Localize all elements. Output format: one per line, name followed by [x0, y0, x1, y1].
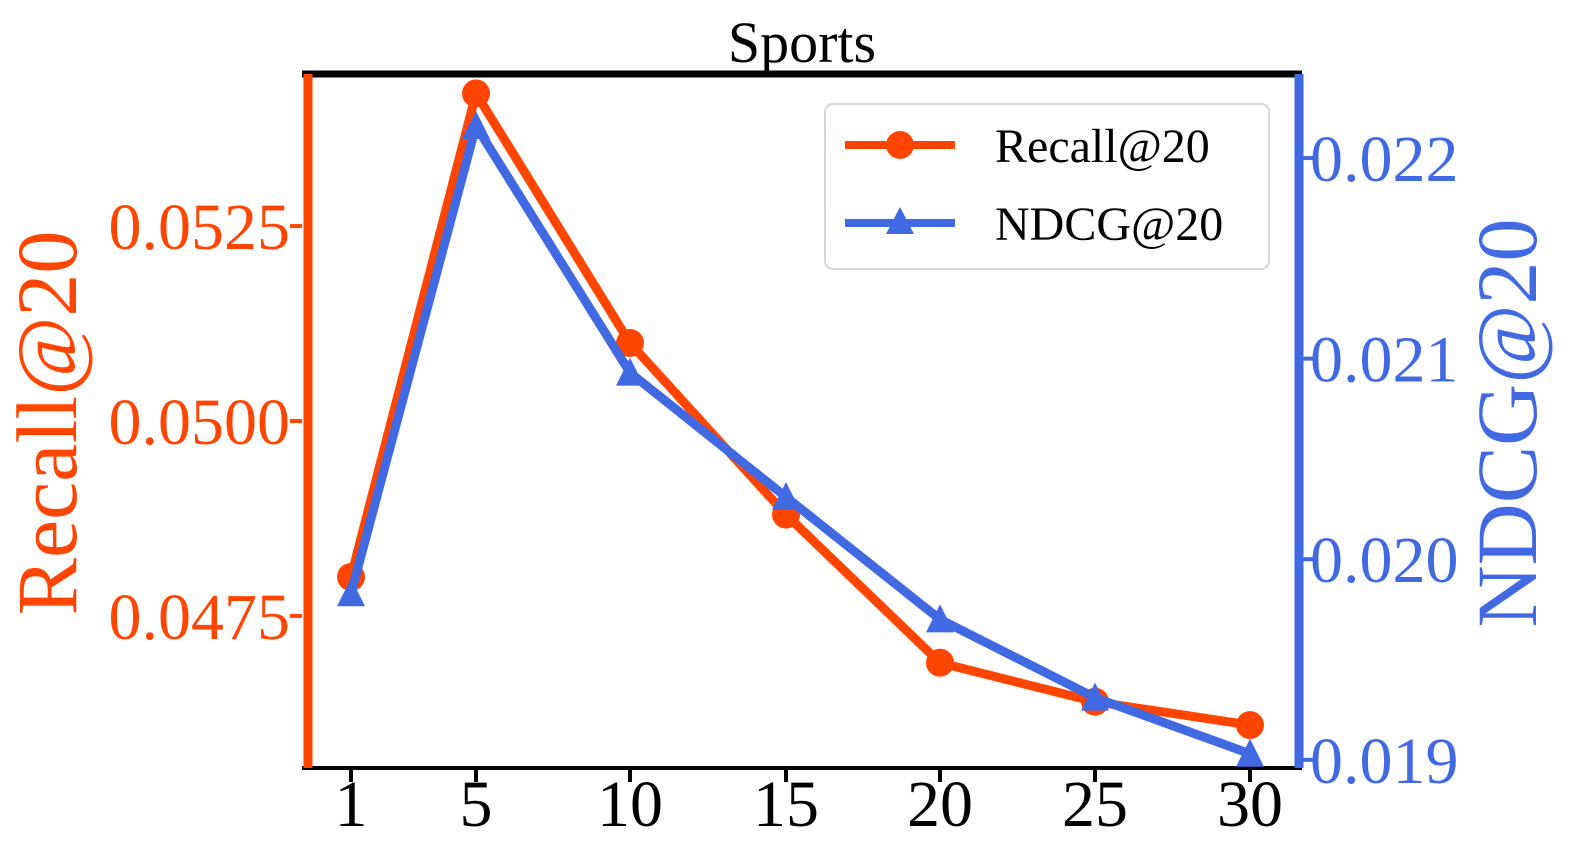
legend-label-ndcg: NDCG@20: [995, 198, 1223, 251]
legend-marker-recall: [886, 131, 914, 159]
point-ndcg-20-x15: [772, 482, 800, 511]
point-ndcg-20-x5: [462, 110, 490, 139]
right-axis-title: NDCG@20: [1459, 219, 1555, 628]
x-tick-label: 30: [1217, 768, 1283, 841]
left-axis-title: Recall@20: [0, 231, 95, 616]
point-ndcg-20-x1: [337, 578, 365, 607]
series-layer: [337, 79, 1264, 767]
right-tick-label: 0.022: [1310, 123, 1459, 196]
legend-marker-ndcg: [886, 207, 914, 234]
right-tick-label: 0.020: [1310, 524, 1459, 597]
x-tick-label: 10: [597, 768, 663, 841]
point-ndcg-20-x25: [1081, 682, 1109, 711]
x-tick-label: 5: [460, 768, 493, 841]
x-tick-label: 25: [1062, 768, 1128, 841]
x-axis: 1 5 10 15 20 25 30: [335, 768, 1283, 841]
legend-label-recall: Recall@20: [995, 120, 1210, 173]
x-tick-label: 1: [335, 768, 368, 841]
left-tick-label: 0.0500: [109, 386, 291, 459]
x-tick-label: 20: [907, 768, 973, 841]
point-ndcg-20-x30: [1236, 738, 1264, 767]
right-y-axis: 0.019 0.020 0.021 0.022: [1302, 123, 1459, 798]
point-recall-20-x10: [616, 329, 644, 358]
left-tick-label: 0.0525: [109, 191, 291, 264]
right-tick-label: 0.021: [1310, 324, 1459, 397]
left-tick-label: 0.0475: [109, 581, 291, 654]
point-ndcg-20-x10: [616, 357, 644, 386]
point-ndcg-20-x20: [926, 604, 954, 633]
point-recall-20-x30: [1236, 711, 1264, 740]
point-recall-20-x20: [926, 648, 954, 677]
right-tick-label: 0.019: [1310, 725, 1459, 798]
x-tick-label: 15: [753, 768, 819, 841]
point-recall-20-x5: [462, 79, 490, 108]
legend: Recall@20 NDCG@20: [824, 103, 1270, 270]
chart-title: Sports: [728, 10, 876, 75]
left-y-axis: 0.0475 0.0500 0.0525: [109, 191, 302, 654]
